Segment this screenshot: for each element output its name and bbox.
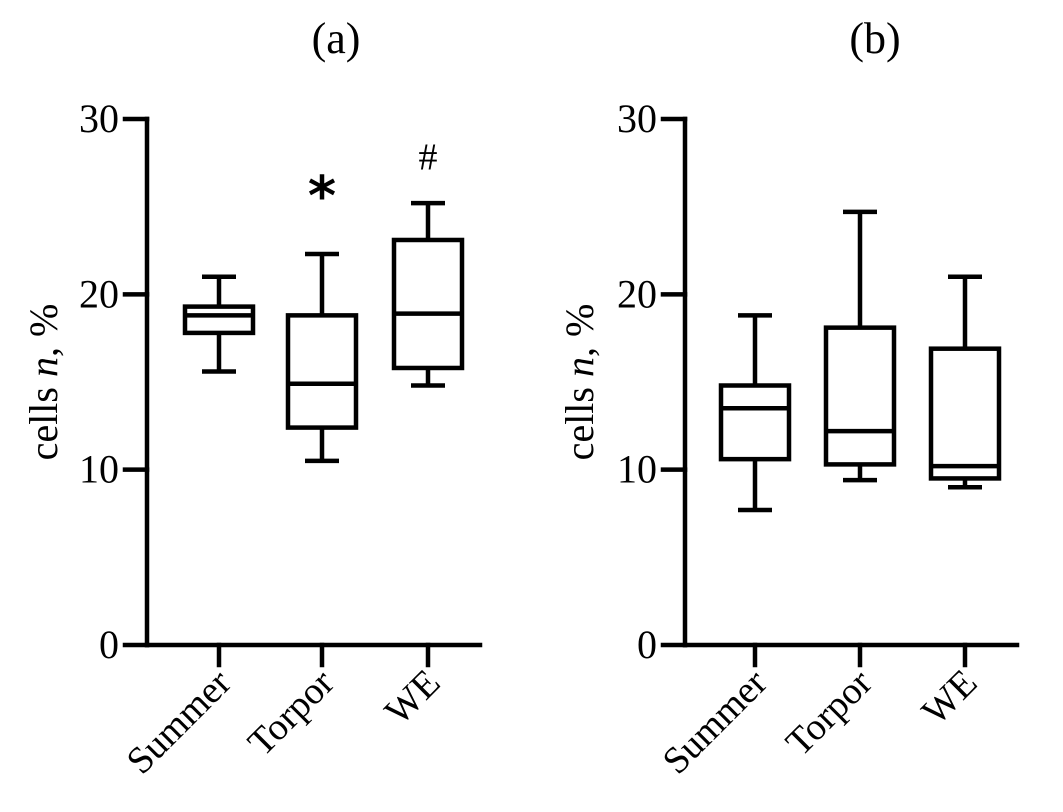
x-tick-label-torpor: Torpor xyxy=(778,661,881,764)
panel-b-x-ticks: Summer Torpor WE xyxy=(655,642,985,782)
box-summer xyxy=(718,313,792,513)
box-iqr xyxy=(182,304,256,336)
x-tick-label-torpor: Torpor xyxy=(240,661,343,764)
panel-a-annotations: *# xyxy=(308,137,438,228)
x-tick-label-we: WE xyxy=(377,662,448,733)
y-tick-label: 10 xyxy=(79,447,119,492)
panel-a-y-axis-title: cells n, % xyxy=(21,304,66,461)
panel-b-label: (b) xyxy=(849,14,900,63)
panel-b: (b) cells n, % 0 10 20 30 Summer Torpor WE xyxy=(557,14,1020,782)
significance-hash: # xyxy=(419,137,438,179)
box-iqr xyxy=(718,383,792,462)
box-iqr xyxy=(928,346,1002,481)
box-iqr xyxy=(285,313,359,430)
y-tick-label: 10 xyxy=(617,447,657,492)
significance-star: * xyxy=(308,164,336,227)
panel-a-y-ticks: 0 10 20 30 xyxy=(79,96,150,667)
box-iqr xyxy=(823,325,897,467)
y-tick-label: 20 xyxy=(617,271,657,316)
panel-a-x-ticks: Summer Torpor WE xyxy=(119,642,448,782)
panel-b-boxes xyxy=(718,209,1002,513)
box-torpor xyxy=(823,209,897,483)
panel-a-boxes xyxy=(182,200,465,464)
y-tick-label: 30 xyxy=(617,96,657,141)
y-tick-label: 20 xyxy=(79,271,119,316)
y-tick-label: 30 xyxy=(79,96,119,141)
y-tick-label: 0 xyxy=(637,622,657,667)
x-tick-label-we: WE xyxy=(914,662,985,733)
y-tick-label: 0 xyxy=(99,622,119,667)
panel-b-y-axis-title: cells n, % xyxy=(557,304,602,461)
box-we xyxy=(928,274,1002,490)
panel-b-y-ticks: 0 10 20 30 xyxy=(617,96,688,667)
x-tick-label-summer: Summer xyxy=(119,661,240,782)
x-tick-label-summer: Summer xyxy=(655,661,776,782)
box-torpor xyxy=(285,251,359,464)
box-iqr xyxy=(391,237,465,371)
box-we xyxy=(391,200,465,388)
panel-a-label: (a) xyxy=(312,14,361,63)
box-summer xyxy=(182,274,256,374)
